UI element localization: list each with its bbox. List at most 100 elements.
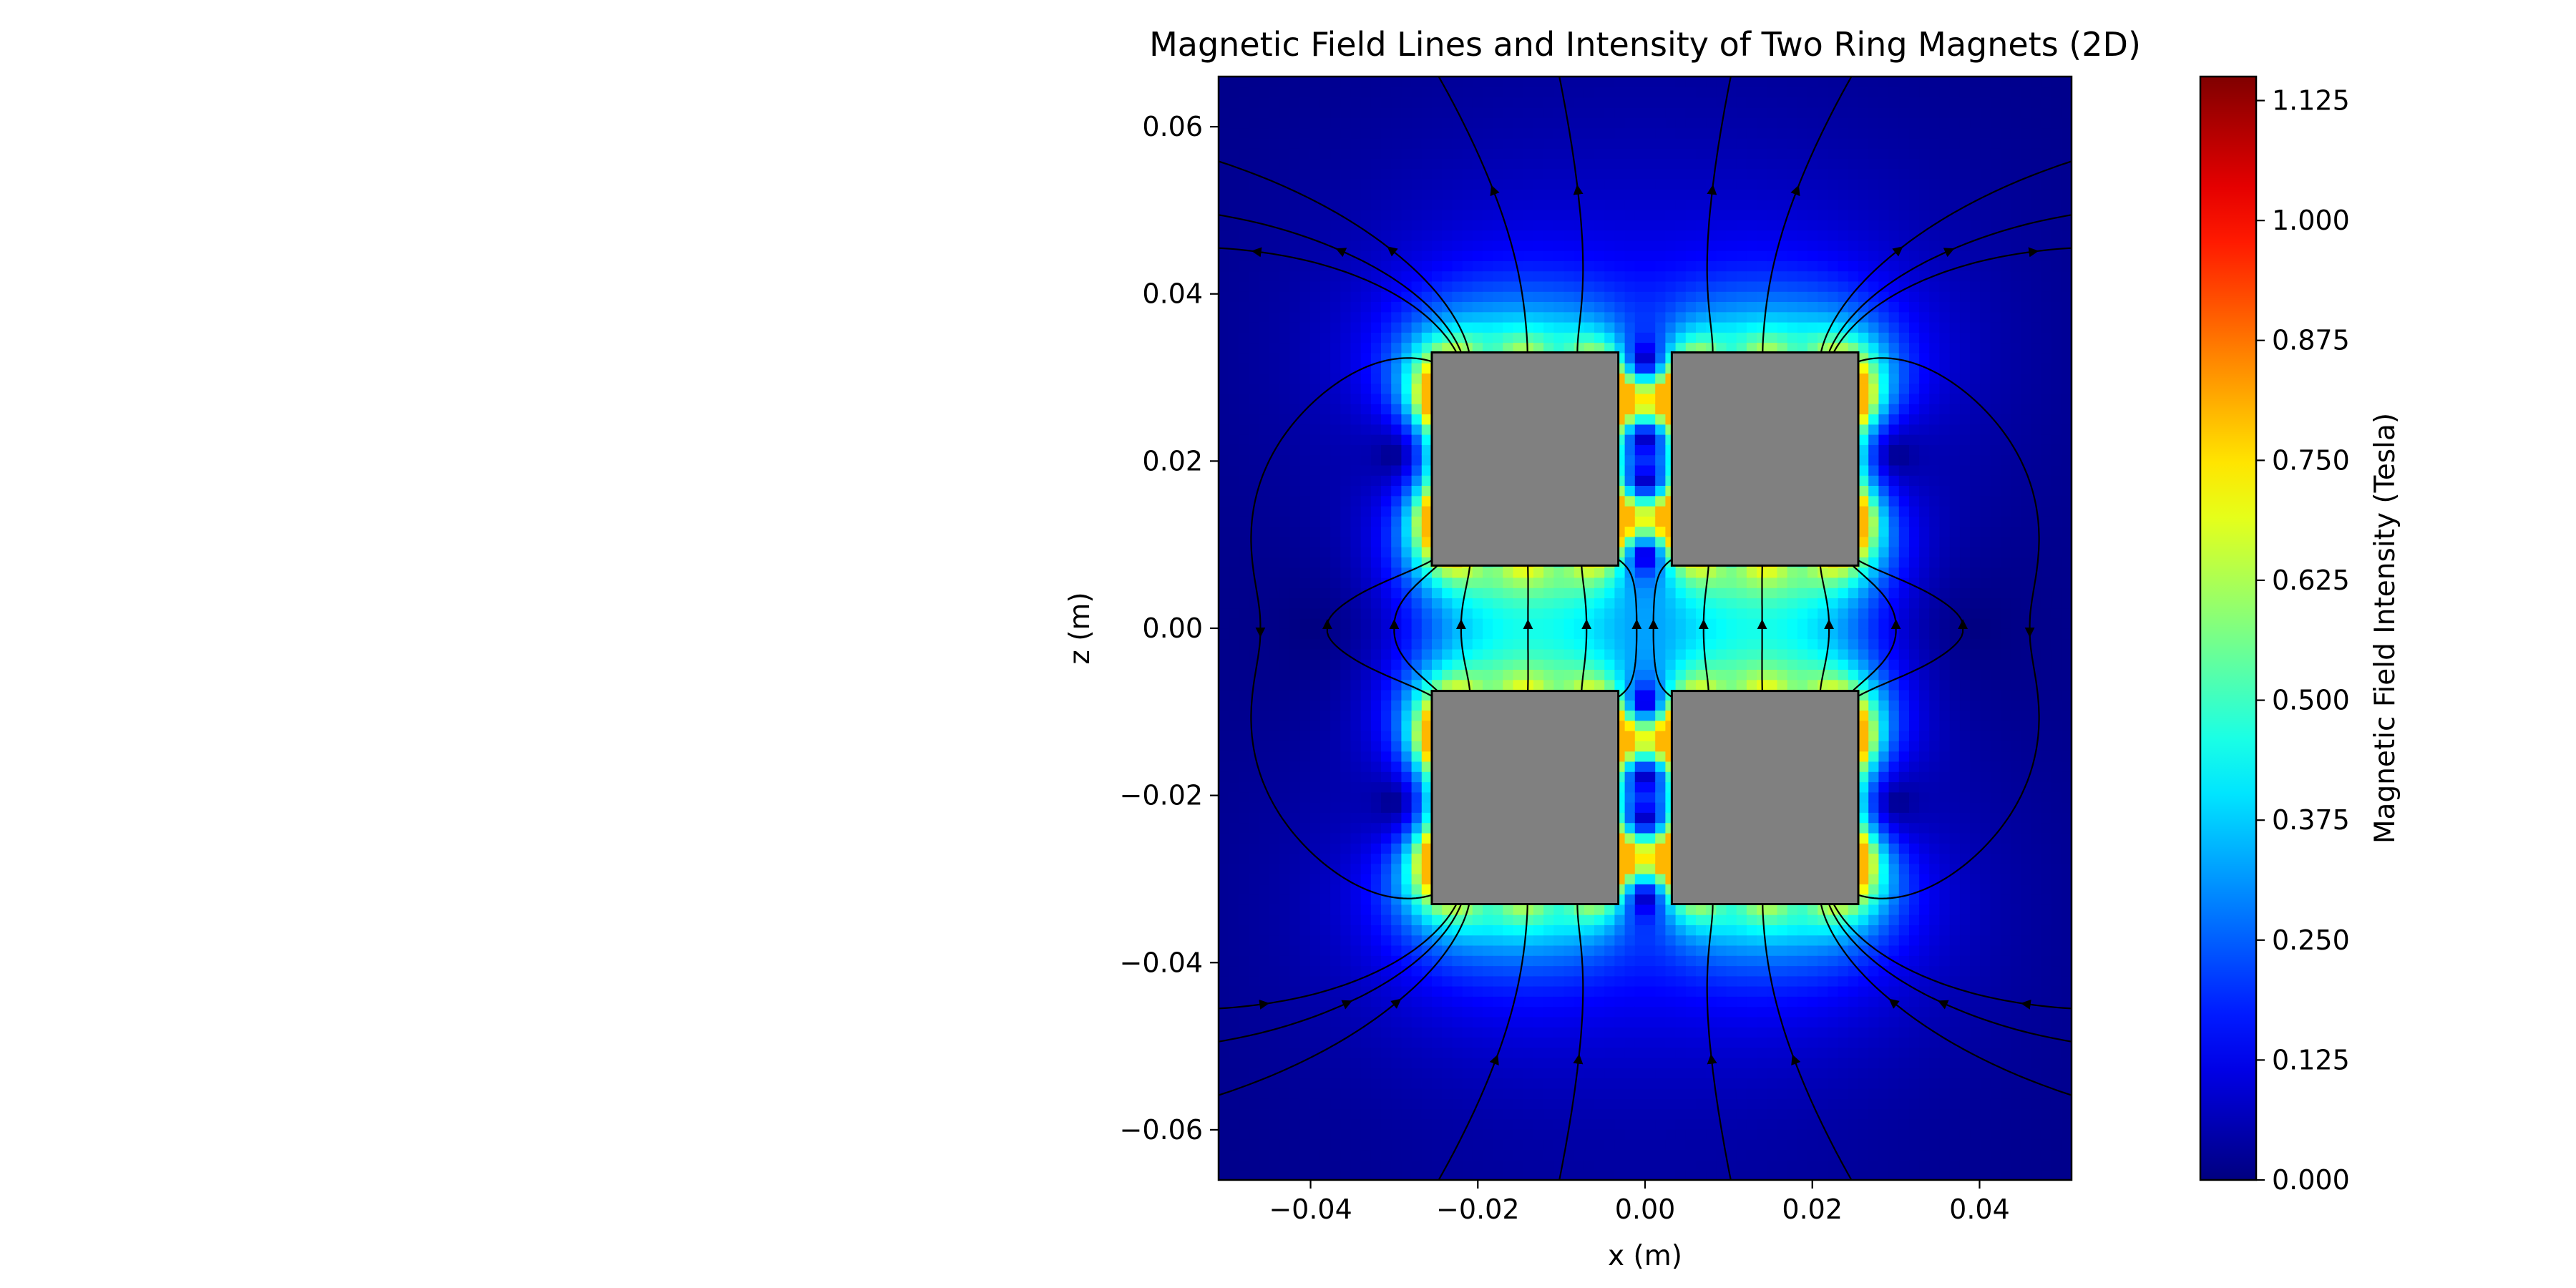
- heatmap-cell: [1289, 1169, 1301, 1180]
- heatmap-cell: [1269, 1006, 1281, 1018]
- heatmap-cell: [1299, 137, 1311, 149]
- heatmap-cell: [1239, 526, 1250, 537]
- heatmap-cell: [1563, 117, 1575, 129]
- heatmap-cell: [1452, 1128, 1463, 1140]
- heatmap-cell: [1645, 414, 1657, 425]
- heatmap-cell: [1319, 444, 1331, 456]
- heatmap-cell: [1401, 434, 1413, 445]
- heatmap-cell: [1634, 648, 1646, 660]
- heatmap-cell: [1239, 1128, 1250, 1140]
- heatmap-cell: [1299, 321, 1311, 333]
- heatmap-cell: [1381, 679, 1392, 691]
- heatmap-cell: [1442, 137, 1453, 149]
- heatmap-cell: [1249, 311, 1260, 323]
- heatmap-cell: [1493, 240, 1504, 251]
- heatmap-cell: [1442, 97, 1453, 108]
- heatmap-cell: [1370, 362, 1382, 374]
- heatmap-cell: [1259, 331, 1270, 343]
- heatmap-cell: [1442, 311, 1453, 323]
- heatmap-cell: [1421, 965, 1433, 977]
- heatmap-cell: [1655, 648, 1667, 660]
- heatmap-cell: [1259, 955, 1270, 967]
- heatmap-cell: [1269, 454, 1281, 466]
- heatmap-cell: [1655, 87, 1667, 98]
- heatmap-cell: [1269, 577, 1281, 588]
- heatmap-cell: [1543, 1026, 1555, 1038]
- heatmap-cell: [1229, 628, 1240, 640]
- heatmap-cell: [1259, 567, 1270, 578]
- heatmap-cell: [1350, 454, 1362, 466]
- heatmap-cell: [1472, 955, 1483, 967]
- heatmap-cell: [1543, 1169, 1555, 1180]
- heatmap-cell: [1645, 240, 1657, 251]
- heatmap-cell: [1309, 567, 1321, 578]
- heatmap-cell: [1614, 945, 1626, 956]
- heatmap-cell: [1279, 1088, 1291, 1099]
- heatmap-cell: [1401, 638, 1413, 650]
- heatmap-cell: [1594, 1037, 1606, 1048]
- heatmap-cell: [1462, 158, 1473, 170]
- heatmap-cell: [1442, 1037, 1453, 1048]
- heatmap-cell: [1472, 679, 1483, 691]
- heatmap-cell: [1239, 454, 1250, 466]
- heatmap-cell: [1401, 137, 1413, 149]
- heatmap-cell: [1381, 189, 1392, 200]
- heatmap-cell: [1249, 1057, 1260, 1068]
- heatmap-cell: [1381, 832, 1392, 844]
- heatmap-cell: [1249, 280, 1260, 292]
- heatmap-cell: [1574, 1108, 1585, 1120]
- heatmap-cell: [1401, 97, 1413, 108]
- heatmap-cell: [1239, 260, 1250, 272]
- heatmap-cell: [1391, 1057, 1402, 1068]
- heatmap-cell: [1472, 924, 1483, 936]
- heatmap-cell: [1370, 996, 1382, 1008]
- heatmap-cell: [1269, 189, 1281, 200]
- heatmap-cell: [1279, 689, 1291, 701]
- heatmap-cell: [1634, 1138, 1646, 1151]
- heatmap-cell: [1655, 935, 1667, 946]
- heatmap-cell: [1483, 291, 1494, 302]
- heatmap-cell: [1421, 1098, 1433, 1109]
- heatmap-cell: [1634, 311, 1646, 323]
- heatmap-cell: [1299, 1098, 1311, 1109]
- heatmap-cell: [1309, 1047, 1321, 1058]
- heatmap-cell: [1239, 904, 1250, 915]
- heatmap-cell: [1319, 270, 1331, 282]
- heatmap-cell: [1665, 178, 1677, 190]
- heatmap-cell: [1350, 761, 1362, 772]
- heatmap-cell: [1533, 127, 1544, 139]
- heatmap-cell: [1665, 945, 1677, 956]
- heatmap-cell: [1370, 699, 1382, 711]
- heatmap-cell: [1645, 383, 1657, 394]
- heatmap-cell: [1360, 342, 1372, 353]
- heatmap-cell: [1350, 618, 1362, 629]
- heatmap-cell: [1604, 1118, 1616, 1130]
- heatmap-cell: [1533, 1138, 1544, 1151]
- heatmap-cell: [1330, 720, 1342, 731]
- heatmap-cell: [1563, 311, 1575, 323]
- heatmap-cell: [1604, 230, 1616, 241]
- heatmap-cell: [1645, 464, 1657, 476]
- heatmap-cell: [1401, 1006, 1413, 1018]
- heatmap-cell: [1229, 352, 1240, 364]
- heatmap-cell: [1401, 689, 1413, 701]
- heatmap-cell: [1503, 608, 1514, 619]
- heatmap-cell: [1229, 444, 1240, 456]
- heatmap-cell: [1624, 801, 1636, 813]
- heatmap-cell: [1309, 321, 1321, 333]
- heatmap-cell: [1411, 178, 1423, 190]
- heatmap-cell: [1634, 474, 1646, 486]
- heatmap-cell: [1381, 158, 1392, 170]
- heatmap-cell: [1483, 270, 1494, 282]
- heatmap-cell: [1269, 137, 1281, 149]
- heatmap-cell: [1340, 985, 1352, 997]
- heatmap-cell: [1645, 434, 1657, 445]
- heatmap-cell: [1330, 546, 1342, 557]
- heatmap-cell: [1370, 301, 1382, 313]
- heatmap-cell: [1411, 321, 1423, 333]
- heatmap-cell: [1624, 464, 1636, 476]
- heatmap-cell: [1289, 741, 1301, 752]
- heatmap-cell: [1493, 1159, 1504, 1171]
- heatmap-cell: [1614, 97, 1626, 108]
- heatmap-cell: [1493, 87, 1504, 98]
